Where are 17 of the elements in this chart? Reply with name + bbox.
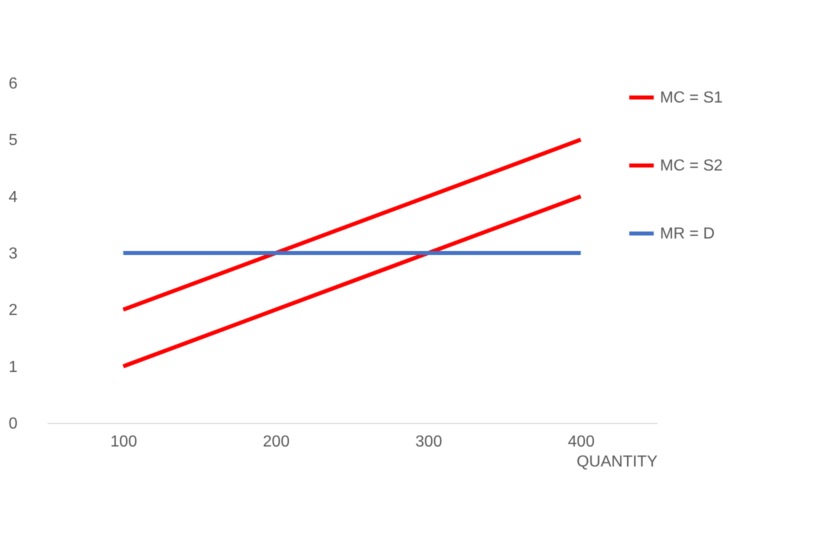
x-tick-label: 100 xyxy=(110,434,138,450)
line-series xyxy=(121,194,583,368)
y-tick-label: 4 xyxy=(8,188,18,206)
x-tick-label: 400 xyxy=(568,434,595,450)
legend-label: MR = D xyxy=(660,226,715,242)
y-tick-label: 5 xyxy=(8,132,18,150)
y-tick-label: 6 xyxy=(8,76,18,92)
x-tick-label: 200 xyxy=(262,434,290,450)
y-tick-label: 1 xyxy=(8,358,18,376)
x-axis-title: QUANTITY xyxy=(576,454,658,470)
legend-label: MC = S2 xyxy=(660,158,723,174)
y-tick-label: 3 xyxy=(8,246,18,262)
x-tick-label: 300 xyxy=(415,434,442,450)
legend-label: MC = S1 xyxy=(660,90,723,106)
y-tick-label: 0 xyxy=(8,416,18,432)
y-tick-label: 2 xyxy=(8,302,18,320)
line-series xyxy=(121,138,583,312)
